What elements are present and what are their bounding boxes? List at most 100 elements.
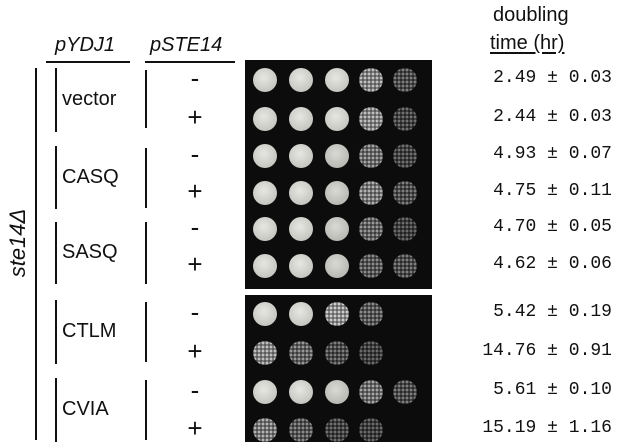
- colony-spot-1-1-2: [325, 181, 349, 205]
- plus-minus-sign: ±: [547, 254, 558, 274]
- group-bar-2: [55, 222, 57, 284]
- sign-0-0: -: [190, 63, 200, 93]
- doubling-time-4-1: 15.19 ± 1.16: [440, 418, 612, 438]
- colony-spot-0-1-3: [359, 107, 383, 131]
- sign-4-0: -: [190, 375, 200, 405]
- sign-1-0: -: [190, 139, 200, 169]
- sign-2-0: -: [190, 212, 200, 242]
- colony-spot-3-0-0: [253, 302, 277, 326]
- doubling-time-2-1: 4.62 ± 0.06: [440, 254, 612, 274]
- strain-label: ste14Δ: [5, 208, 30, 278]
- colony-spot-3-1-3: [359, 341, 383, 365]
- group-label-0: vector: [62, 88, 117, 110]
- sign-bar-1: [145, 148, 147, 208]
- colony-spot-0-0-4: [393, 68, 417, 92]
- colony-spot-1-1-0: [253, 181, 277, 205]
- doubling-time-0-0: 2.49 ± 0.03: [440, 68, 612, 88]
- doubling-time-value: 4.70: [493, 217, 537, 237]
- colony-spot-0-1-4: [393, 107, 417, 131]
- colony-spot-2-0-1: [289, 217, 313, 241]
- colony-spot-0-0-1: [289, 68, 313, 92]
- colony-spot-2-0-4: [393, 217, 417, 241]
- doubling-time-value: 2.49: [493, 68, 537, 88]
- header-pydj1-underline: [46, 61, 130, 63]
- plus-minus-sign: ±: [547, 380, 558, 400]
- colony-spot-4-0-3: [359, 380, 383, 404]
- colony-spot-0-0-3: [359, 68, 383, 92]
- doubling-time-error: 0.03: [568, 107, 612, 127]
- doubling-time-error: 0.10: [568, 380, 612, 400]
- doubling-time-error: 0.91: [568, 341, 612, 361]
- colony-spot-4-1-1: [289, 418, 313, 442]
- doubling-time-3-1: 14.76 ± 0.91: [440, 341, 612, 361]
- sign-1-1: +: [187, 176, 203, 206]
- plus-minus-sign: ±: [547, 217, 558, 237]
- colony-spot-2-0-3: [359, 217, 383, 241]
- sign-3-0: -: [190, 297, 200, 327]
- colony-spot-1-1-1: [289, 181, 313, 205]
- doubling-time-value: 2.44: [493, 107, 537, 127]
- colony-spot-2-1-4: [393, 254, 417, 278]
- plus-minus-sign: ±: [547, 302, 558, 322]
- colony-spot-0-1-2: [325, 107, 349, 131]
- colony-spot-2-1-3: [359, 254, 383, 278]
- doubling-time-1-0: 4.93 ± 0.07: [440, 144, 612, 164]
- colony-spot-2-0-0: [253, 217, 277, 241]
- strain-axis-line: [35, 68, 37, 440]
- header-pste14: pSTE14: [150, 34, 223, 56]
- plus-minus-sign: ±: [547, 418, 558, 438]
- colony-spot-1-0-0: [253, 144, 277, 168]
- plate-panel-top: [245, 60, 432, 289]
- colony-spot-4-0-2: [325, 380, 349, 404]
- colony-spot-2-1-2: [325, 254, 349, 278]
- doubling-time-0-1: 2.44 ± 0.03: [440, 107, 612, 127]
- doubling-time-value: 4.93: [493, 144, 537, 164]
- doubling-time-value: 14.76: [482, 341, 537, 361]
- group-label-2: SASQ: [62, 241, 118, 263]
- sign-0-1: +: [187, 102, 203, 132]
- doubling-time-error: 0.19: [568, 302, 612, 322]
- colony-spot-1-1-3: [359, 181, 383, 205]
- doubling-time-error: 0.06: [568, 254, 612, 274]
- plus-minus-sign: ±: [547, 68, 558, 88]
- group-label-4: CVIA: [62, 398, 109, 420]
- colony-spot-0-0-0: [253, 68, 277, 92]
- colony-spot-0-1-1: [289, 107, 313, 131]
- colony-spot-1-0-2: [325, 144, 349, 168]
- doubling-time-error: 0.11: [568, 181, 612, 201]
- colony-spot-3-0-2: [325, 302, 349, 326]
- doubling-time-error: 0.03: [568, 68, 612, 88]
- colony-spot-0-0-2: [325, 68, 349, 92]
- colony-spot-2-1-0: [253, 254, 277, 278]
- doubling-time-value: 5.42: [493, 302, 537, 322]
- plus-minus-sign: ±: [547, 341, 558, 361]
- group-bar-4: [55, 378, 57, 442]
- colony-spot-3-0-3: [359, 302, 383, 326]
- plus-minus-sign: ±: [547, 107, 558, 127]
- colony-spot-3-0-1: [289, 302, 313, 326]
- colony-spot-1-0-3: [359, 144, 383, 168]
- colony-spot-1-1-4: [393, 181, 417, 205]
- doubling-time-1-1: 4.75 ± 0.11: [440, 181, 612, 201]
- group-bar-3: [55, 300, 57, 364]
- colony-spot-4-1-0: [253, 418, 277, 442]
- sign-4-1: +: [187, 413, 203, 443]
- plus-minus-sign: ±: [547, 144, 558, 164]
- colony-spot-4-1-2: [325, 418, 349, 442]
- group-bar-1: [55, 146, 57, 209]
- colony-spot-2-0-2: [325, 217, 349, 241]
- sign-bar-2: [145, 222, 147, 284]
- doubling-time-value: 15.19: [482, 418, 537, 438]
- colony-spot-4-0-0: [253, 380, 277, 404]
- sign-bar-0: [145, 70, 147, 128]
- doubling-time-3-0: 5.42 ± 0.19: [440, 302, 612, 322]
- colony-spot-1-0-1: [289, 144, 313, 168]
- sign-2-1: +: [187, 249, 203, 279]
- sign-bar-3: [145, 302, 147, 362]
- doubling-time-error: 1.16: [568, 418, 612, 438]
- doubling-time-value: 4.75: [493, 181, 537, 201]
- colony-spot-3-1-0: [253, 341, 277, 365]
- colony-spot-2-1-1: [289, 254, 313, 278]
- group-label-3: CTLM: [62, 320, 117, 342]
